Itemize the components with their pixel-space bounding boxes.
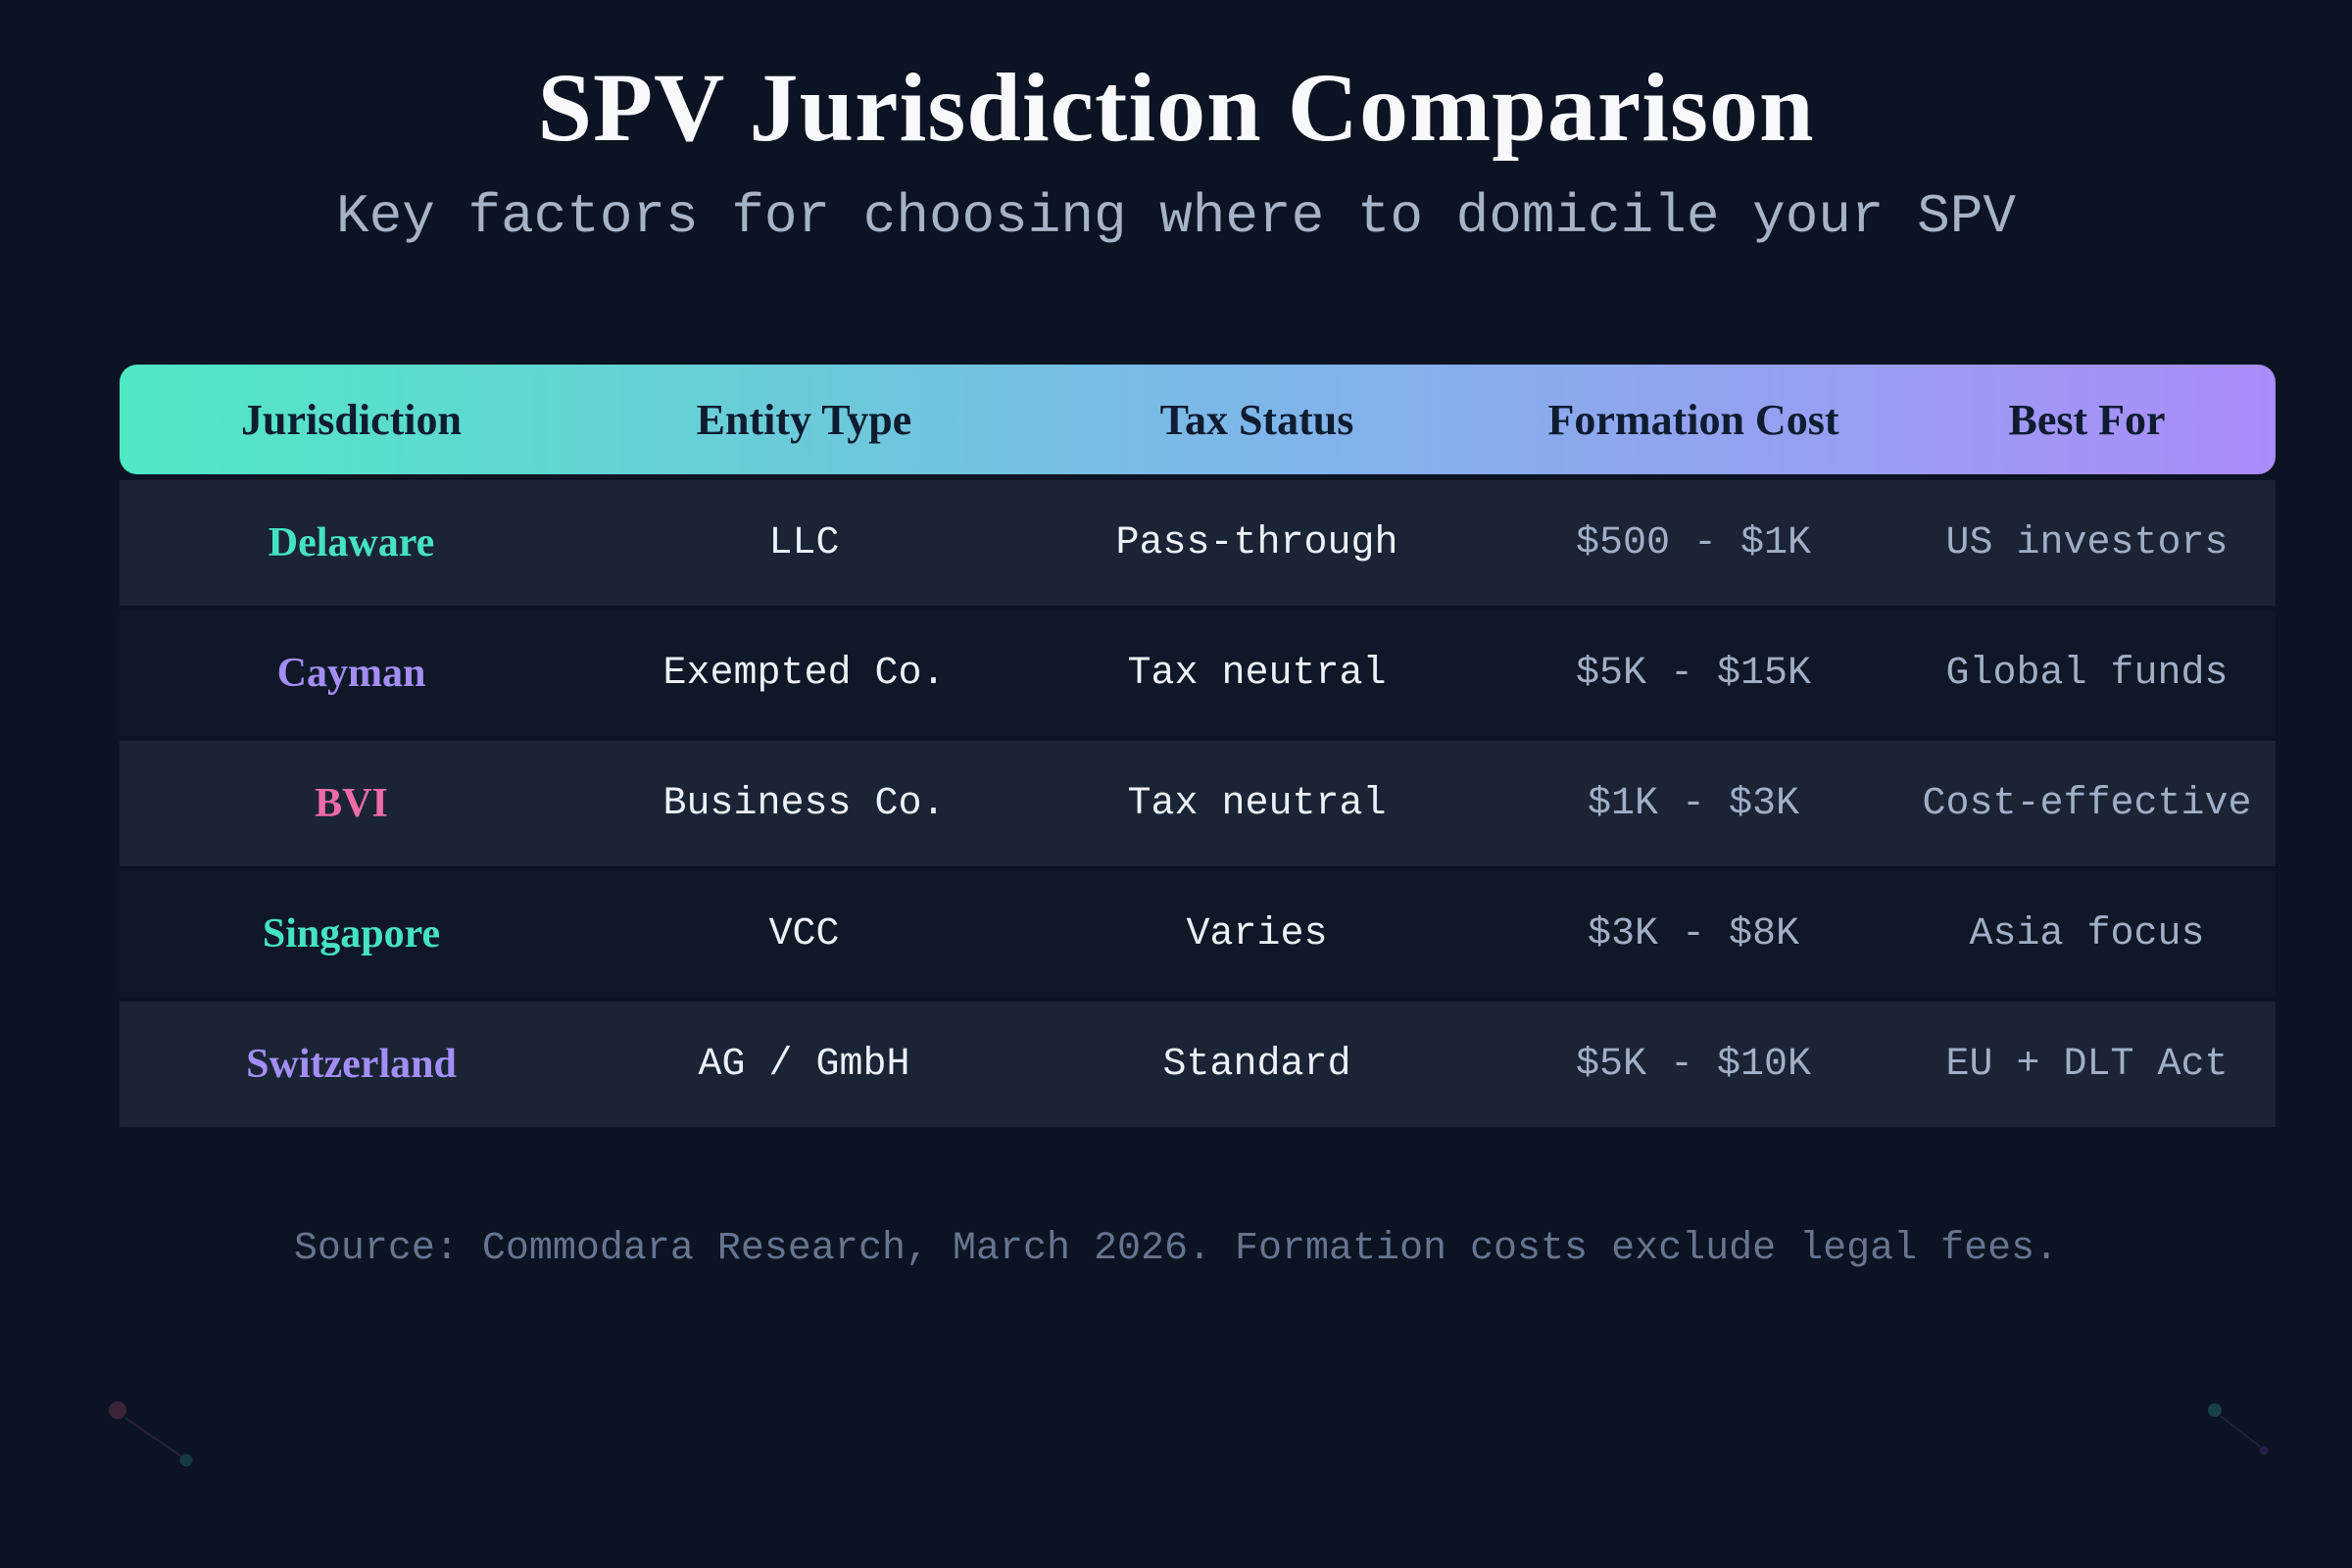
entity-type-cell: VCC [768, 911, 840, 956]
comparison-table: Jurisdiction Entity Type Tax Status Form… [120, 365, 2276, 1127]
column-header-jurisdiction: Jurisdiction [241, 395, 462, 444]
tax-status-cell: Varies [1186, 911, 1328, 956]
table-header-row: Jurisdiction Entity Type Tax Status Form… [120, 365, 2276, 474]
page-title: SPV Jurisdiction Comparison [537, 53, 1815, 162]
formation-cost-cell: $3K - $8K [1587, 911, 1800, 956]
entity-type-cell: AG / GmbH [698, 1042, 910, 1087]
formation-cost-cell: $500 - $1K [1575, 520, 1812, 565]
table-row: BVI Business Co. Tax neutral $1K - $3K C… [120, 736, 2276, 866]
decor-dot-left-large [109, 1401, 126, 1419]
decor-dot-left-small [179, 1453, 193, 1467]
best-for-cell: Asia focus [1969, 911, 2205, 956]
best-for-cell: EU + DLT Act [1945, 1042, 2229, 1087]
table-body: Delaware LLC Pass-through $500 - $1K US … [120, 480, 2276, 1127]
page-subtitle: Key factors for choosing where to domici… [336, 185, 2016, 248]
jurisdiction-name: Delaware [268, 520, 435, 565]
column-header-entity-type: Entity Type [696, 395, 912, 444]
jurisdiction-name: Switzerland [246, 1042, 457, 1087]
table-row: Singapore VCC Varies $3K - $8K Asia focu… [120, 866, 2276, 997]
tax-status-cell: Standard [1162, 1042, 1351, 1087]
jurisdiction-name: Singapore [262, 911, 441, 956]
formation-cost-cell: $1K - $3K [1587, 781, 1800, 826]
table-row: Switzerland AG / GmbH Standard $5K - $10… [120, 997, 2276, 1127]
column-header-formation-cost: Formation Cost [1547, 395, 1839, 444]
table-row: Delaware LLC Pass-through $500 - $1K US … [120, 480, 2276, 606]
table-row: Cayman Exempted Co. Tax neutral $5K - $1… [120, 606, 2276, 736]
jurisdiction-name: Cayman [276, 651, 426, 696]
tax-status-cell: Tax neutral [1127, 651, 1387, 696]
column-header-best-for: Best For [2008, 395, 2166, 444]
entity-type-cell: LLC [768, 520, 840, 565]
formation-cost-cell: $5K - $15K [1575, 651, 1812, 696]
formation-cost-cell: $5K - $10K [1575, 1042, 1812, 1087]
tax-status-cell: Tax neutral [1127, 781, 1387, 826]
decor-line-right [2220, 1415, 2261, 1447]
best-for-cell: US investors [1945, 520, 2229, 565]
column-header-tax-status: Tax Status [1159, 395, 1354, 444]
decor-line-left [124, 1417, 182, 1457]
best-for-cell: Global funds [1945, 651, 2229, 696]
jurisdiction-name: BVI [315, 781, 388, 826]
source-note: Source: Commodara Research, March 2026. … [293, 1227, 2059, 1271]
decor-dot-right-large [2208, 1403, 2222, 1417]
entity-type-cell: Business Co. [662, 781, 946, 826]
tax-status-cell: Pass-through [1115, 520, 1398, 565]
best-for-cell: Cost-effective [1922, 781, 2252, 826]
entity-type-cell: Exempted Co. [662, 651, 946, 696]
decor-dot-right-small [2259, 1446, 2269, 1455]
